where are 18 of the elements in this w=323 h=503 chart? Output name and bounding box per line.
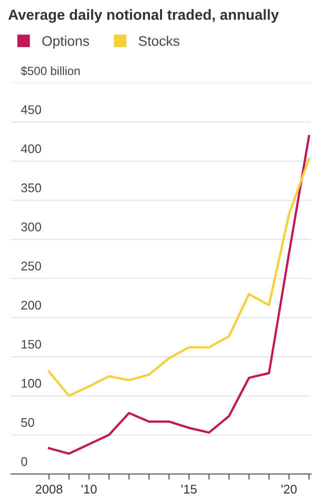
y-tick-label: 350 (21, 183, 42, 192)
legend-label: Stocks (138, 36, 180, 46)
x-tick-label: '15 (181, 484, 197, 494)
legend-label: Options (42, 36, 90, 49)
y-tick-label: 200 (21, 300, 42, 310)
x-tick-label: '10 (81, 484, 97, 494)
x-tick-label: '20 (281, 484, 297, 494)
chart-title: Average daily notional traded, annually (8, 9, 279, 23)
y-tick-label: 100 (22, 378, 42, 388)
y-tick-label: 400 (21, 144, 42, 154)
y-tick-label: 300 (21, 222, 42, 232)
y-tick-label: 250 (21, 262, 42, 270)
y-tick-label: $500 billion (20, 66, 80, 76)
y-tick-label: 50 (21, 418, 34, 427)
y-tick-label: 150 (22, 340, 42, 349)
x-tick-label: 2008 (36, 484, 62, 494)
y-tick-label: 0 (21, 457, 28, 466)
y-tick-label: 450 (21, 105, 42, 114)
